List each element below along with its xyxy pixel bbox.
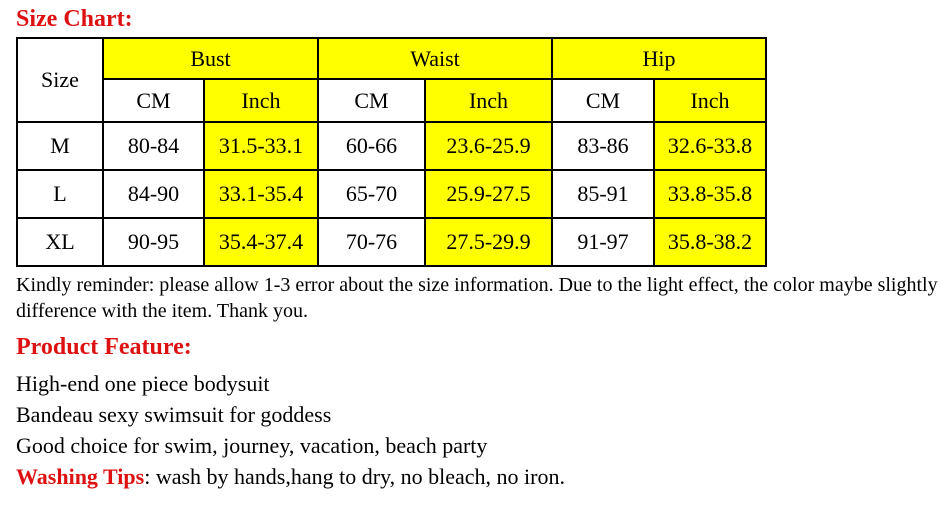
kindly-reminder-paragraph: Kindly reminder: please allow 1-3 error … (16, 272, 951, 324)
hip-inch-cell: 35.8-38.2 (653, 217, 767, 267)
bust-inch-cell: 35.4-37.4 (203, 217, 319, 267)
feature-line-swimsuit: Bandeau sexy swimsuit for goddess (16, 402, 332, 427)
feature-line-occasions: Good choice for swim, journey, vacation,… (16, 433, 488, 458)
hip-cm-cell: 83-86 (551, 121, 655, 171)
waist-inch-header: Inch (424, 78, 553, 123)
hip-cm-cell: 91-97 (551, 217, 655, 267)
hip-group-header: Hip (551, 37, 767, 80)
reminder-line-1: Kindly reminder: please allow 1-3 error … (16, 274, 938, 296)
bust-cm-header: CM (102, 78, 205, 123)
bust-cm-cell: 90-95 (102, 217, 205, 267)
waist-inch-cell: 27.5-29.9 (424, 217, 553, 267)
table-row-size-l: L 84-90 33.1-35.4 65-70 25.9-27.5 85-91 … (16, 169, 767, 219)
table-row-size-m: M 80-84 31.5-33.1 60-66 23.6-25.9 83-86 … (16, 121, 767, 171)
waist-cm-header: CM (317, 78, 426, 123)
hip-inch-header: Inch (653, 78, 767, 123)
size-column-header: Size (16, 37, 104, 123)
hip-cm-header: CM (551, 78, 655, 123)
washing-tips-text: : wash by hands,hang to dry, no bleach, … (144, 464, 565, 489)
waist-cm-cell: 65-70 (317, 169, 426, 219)
feature-line-bodysuit: High-end one piece bodysuit (16, 371, 270, 396)
hip-inch-cell: 33.8-35.8 (653, 169, 767, 219)
bust-inch-cell: 33.1-35.4 (203, 169, 319, 219)
bust-cm-cell: 80-84 (102, 121, 205, 171)
waist-group-header: Waist (317, 37, 553, 80)
waist-inch-cell: 23.6-25.9 (424, 121, 553, 171)
waist-cm-cell: 70-76 (317, 217, 426, 267)
table-unit-header-row: CM Inch CM Inch CM Inch (17, 78, 767, 123)
product-feature-heading: Product Feature: (16, 334, 192, 360)
bust-cm-cell: 84-90 (102, 169, 205, 219)
hip-cm-cell: 85-91 (551, 169, 655, 219)
table-row-size-xl: XL 90-95 35.4-37.4 70-76 27.5-29.9 91-97… (16, 217, 767, 267)
bust-group-header: Bust (102, 37, 319, 80)
hip-inch-cell: 32.6-33.8 (653, 121, 767, 171)
bust-inch-cell: 31.5-33.1 (203, 121, 319, 171)
waist-inch-cell: 25.9-27.5 (424, 169, 553, 219)
size-cell: M (16, 121, 104, 171)
size-chart-heading: Size Chart: (16, 6, 133, 32)
reminder-line-2: difference with the item. Thank you. (16, 300, 308, 322)
size-chart-table: Size Bust Waist Hip CM Inch CM Inch CM I… (16, 37, 767, 267)
table-group-header-row: Size Bust Waist Hip (16, 37, 767, 123)
bust-inch-header: Inch (203, 78, 319, 123)
washing-tips-label: Washing Tips (16, 464, 145, 489)
size-cell: L (16, 169, 104, 219)
washing-tips-line: Washing Tips: wash by hands,hang to dry,… (16, 461, 951, 492)
waist-cm-cell: 60-66 (317, 121, 426, 171)
size-cell: XL (16, 217, 104, 267)
